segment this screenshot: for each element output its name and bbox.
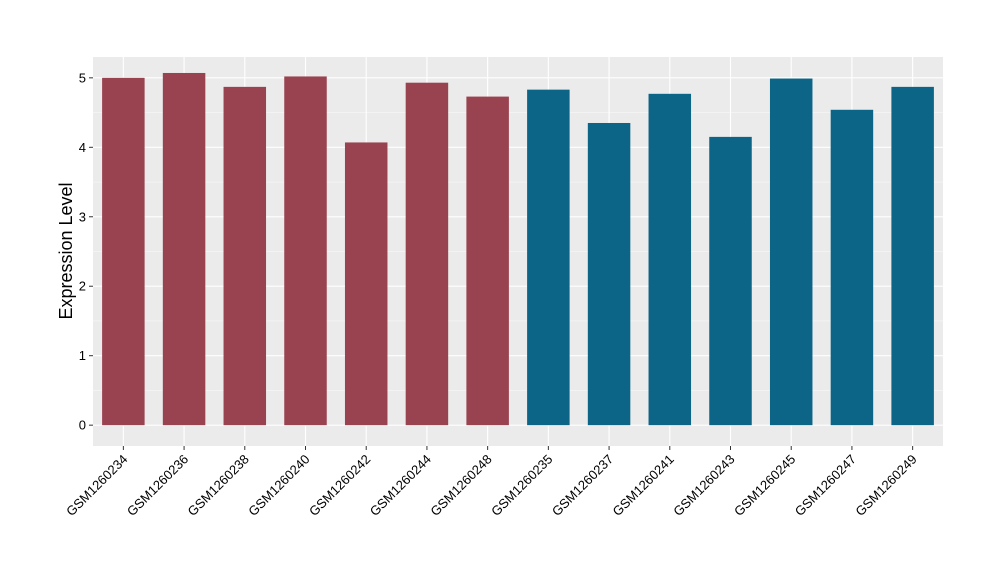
y-tick-label: 4 [79,140,86,155]
x-tick-label: GSM1260244 [367,452,434,519]
bar-GSM1260234 [102,77,145,426]
bar-GSM1260241 [648,93,692,426]
bar-GSM1260238 [223,86,267,426]
bar-GSM1260237 [587,122,631,426]
bar-GSM1260249 [891,86,934,426]
x-tick-label: GSM1260237 [549,452,616,519]
x-tick-label: GSM1260234 [63,452,130,519]
y-tick-label: 5 [79,70,86,85]
y-tick-label: 2 [79,279,86,294]
y-tick-label: 3 [79,209,86,224]
x-tick-label: GSM1260236 [124,452,191,519]
x-tick-label: GSM1260249 [852,452,919,519]
x-tick-label: GSM1260245 [731,452,798,519]
bar-GSM1260245 [769,78,813,426]
x-tick-label: GSM1260242 [306,452,373,519]
x-tick-label: GSM1260235 [488,452,555,519]
x-tick-label: GSM1260240 [245,452,312,519]
x-axis: GSM1260234GSM1260236GSM1260238GSM1260240… [63,446,920,519]
x-tick-label: GSM1260238 [185,452,252,519]
x-tick-label: GSM1260248 [427,452,494,519]
x-tick-label: GSM1260243 [670,452,737,519]
bars [102,72,934,426]
y-axis: 0 1 2 3 4 5 [79,70,93,433]
bar-GSM1260236 [162,72,206,426]
bar-GSM1260248 [466,96,509,426]
y-tick-label: 1 [79,348,86,363]
x-tick-label: GSM1260247 [792,452,859,519]
bar-GSM1260244 [405,82,449,426]
bar-GSM1260243 [709,136,752,426]
bar-GSM1260240 [284,76,327,426]
x-tick-label: GSM1260241 [610,452,677,519]
bar-GSM1260242 [344,142,388,426]
y-axis-title: Expression Level [56,182,76,319]
bar-GSM1260235 [527,89,570,426]
y-tick-label: 0 [79,418,86,433]
bar-GSM1260247 [830,109,874,426]
